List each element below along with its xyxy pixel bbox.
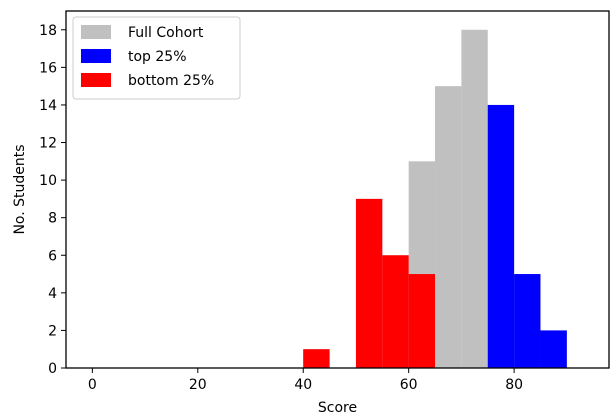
legend-swatch-top-25: [81, 49, 111, 63]
plot-frame: [65, 10, 610, 369]
bars-layer: [303, 29, 567, 368]
y-tick-label: 8: [48, 211, 57, 227]
bar-bottom-25-55: [382, 255, 409, 368]
legend-label-bottom-25: bottom 25%: [128, 73, 214, 89]
bar-full-cohort-65: [435, 86, 462, 368]
y-tick-label: 12: [39, 136, 57, 152]
bar-top-25-75: [487, 104, 515, 368]
x-tick-label: 20: [189, 377, 207, 393]
x-axis-label: Score: [318, 400, 357, 416]
legend-label-top-25: top 25%: [128, 49, 187, 65]
legend-swatch-full-cohort: [81, 25, 111, 39]
y-tick-label: 18: [39, 23, 57, 39]
bar-full-cohort-70: [461, 29, 488, 368]
x-tick-label: 0: [88, 377, 97, 393]
y-tick-label: 0: [48, 361, 57, 377]
legend: Full Cohort top 25% bottom 25%: [72, 16, 241, 100]
bar-bottom-25-50: [355, 198, 383, 368]
y-axis-label: No. Students: [12, 144, 28, 234]
y-tick-label: 4: [48, 286, 57, 302]
legend-swatch-bottom-25: [81, 73, 111, 87]
legend-box: [72, 16, 241, 100]
bar-bottom-25-40: [303, 349, 330, 368]
x-axis-ticks: 0 20 40 60 80: [88, 368, 523, 393]
x-tick-label: 60: [400, 377, 418, 393]
y-tick-label: 2: [48, 323, 57, 339]
x-tick-label: 40: [294, 377, 312, 393]
bar-bottom-25-60: [408, 274, 436, 368]
bar-top-25-80: [514, 274, 541, 368]
y-tick-label: 6: [48, 248, 57, 264]
legend-label-full-cohort: Full Cohort: [128, 25, 204, 41]
x-tick-label: 80: [505, 377, 523, 393]
y-tick-label: 10: [39, 173, 57, 189]
y-axis-ticks: 0 2 4 6 8 10 12 14 16 18: [39, 23, 66, 377]
bar-top-25-85: [540, 330, 567, 368]
y-tick-label: 16: [39, 60, 57, 76]
y-tick-label: 14: [39, 98, 57, 114]
